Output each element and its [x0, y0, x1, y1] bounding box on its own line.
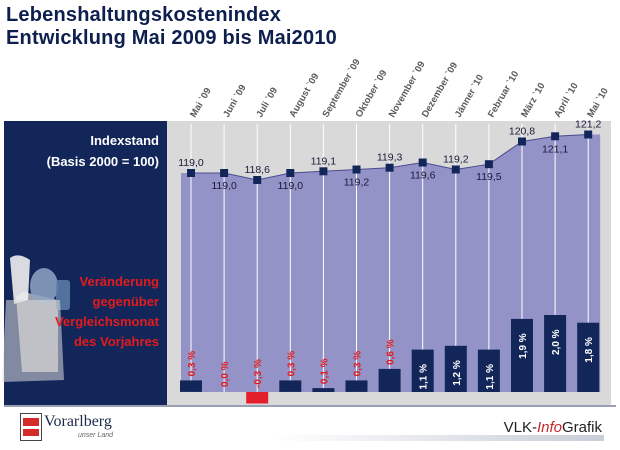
index-point	[352, 165, 361, 174]
change-label-line1: Veränderung	[80, 274, 160, 289]
index-value-label: 119,2	[443, 154, 469, 166]
month-label: März `10	[519, 81, 548, 119]
index-value-label: 119,5	[476, 171, 502, 183]
change-value-label: 1,1 %	[419, 364, 430, 390]
index-value-label: 118,6	[244, 164, 270, 176]
coat-of-arms-icon	[20, 413, 42, 441]
change-bar	[378, 368, 401, 392]
change-value-label: 2,0 %	[551, 329, 562, 355]
brand-suffix: Grafik	[561, 419, 602, 436]
state-name: Vorarlberg	[44, 413, 112, 430]
change-bar	[477, 349, 500, 392]
change-bar	[279, 380, 302, 392]
index-value-label: 119,0	[178, 157, 204, 169]
change-value-label: 1,9 %	[518, 333, 529, 359]
index-point	[584, 130, 593, 139]
change-value-label: 0,6 %	[386, 339, 397, 365]
month-label: Juni `09	[221, 83, 248, 120]
chart-title-line2: Entwicklung Mai 2009 bis Mai2010	[6, 27, 337, 49]
change-value-label: -0,3 %	[253, 359, 264, 388]
change-bar	[444, 345, 467, 392]
change-value-label: 0,3 %	[286, 351, 297, 377]
index-value-label: 119,2	[344, 177, 370, 189]
index-value-label: 119,6	[410, 170, 436, 182]
index-point	[286, 169, 295, 177]
month-label: Juli `09	[254, 86, 280, 120]
index-point	[484, 160, 493, 169]
footer: Vorarlberg unser Land VLK-InfoGrafik	[4, 405, 616, 447]
index-value-labels: 119,0 119,0 118,6 119,0 119,1 119,2 119,3 119,6…	[178, 119, 601, 193]
change-value-label: 1,2 %	[452, 360, 463, 386]
chart-title-line1: Lebenshaltungskostenindex	[6, 4, 282, 26]
month-label: Mai `10	[585, 86, 611, 119]
index-point	[220, 169, 229, 177]
change-bar	[312, 388, 335, 392]
index-point	[418, 158, 427, 167]
change-value-labels: 0,3 % 0,0 % -0,3 % 0,3 % 0,1 % 0,3 % 0,6 % 1,1 …	[187, 329, 595, 389]
change-bar	[411, 349, 434, 392]
change-bar	[577, 322, 600, 392]
month-label: Februar `10	[486, 69, 521, 119]
change-value-label: 1,1 %	[485, 364, 496, 390]
change-label-line2: gegenüber	[93, 294, 159, 309]
change-bars	[180, 315, 600, 404]
change-bar	[246, 392, 269, 404]
index-value-label: 119,0	[211, 180, 237, 192]
month-labels: Mai `09 Juni `09 Juli `09 August `09 Septemb…	[188, 57, 611, 119]
index-band	[181, 134, 601, 392]
change-label-line3: Vergleichsmonat	[55, 314, 160, 329]
index-point	[451, 165, 460, 174]
change-value-label: 0,0 %	[220, 361, 231, 387]
shopping-bag-illustration	[2, 255, 70, 382]
index-value-label: 119,3	[377, 152, 403, 164]
index-point	[385, 163, 394, 172]
index-point	[187, 169, 195, 177]
brand-label: VLK-InfoGrafik	[504, 419, 602, 436]
month-label: Mai `09	[188, 86, 214, 119]
index-points	[187, 130, 593, 184]
change-value-label: 1,8 %	[584, 337, 595, 363]
index-value-label: 120,8	[509, 126, 535, 138]
month-label: August `09	[287, 71, 321, 119]
index-point	[319, 167, 328, 176]
index-value-label: 121,2	[575, 119, 601, 131]
index-label-line2: (Basis 2000 = 100)	[47, 154, 159, 169]
change-bar	[345, 380, 368, 392]
change-bar	[511, 318, 533, 392]
brand-prefix: VLK-	[503, 419, 537, 436]
index-point	[253, 176, 262, 184]
change-value-label: 0,3 %	[187, 351, 198, 377]
footer-divider	[4, 405, 616, 407]
index-label-line1: Indexstand	[90, 133, 159, 148]
month-label: Oktober `09	[354, 68, 390, 119]
index-point	[551, 132, 560, 141]
index-value-label: 121,1	[542, 143, 568, 155]
index-point	[518, 137, 526, 146]
change-bar	[544, 315, 567, 392]
brand-swoosh	[274, 435, 604, 441]
state-subtitle: unser Land	[78, 432, 114, 439]
index-value-label: 119,0	[278, 180, 304, 192]
index-value-label: 119,1	[311, 155, 337, 167]
chart-area: Mai `09 Juni `09 Juli `09 August `09 Septemb…	[2, 57, 611, 405]
change-value-label: 0,3 %	[353, 351, 364, 377]
change-label-line4: des Vorjahres	[74, 334, 159, 349]
change-value-label: 0,1 %	[319, 358, 330, 384]
month-label: April `10	[552, 81, 581, 119]
brand-info: Info	[536, 419, 562, 436]
change-bar	[180, 380, 202, 392]
month-label: Jänner `10	[453, 73, 486, 120]
